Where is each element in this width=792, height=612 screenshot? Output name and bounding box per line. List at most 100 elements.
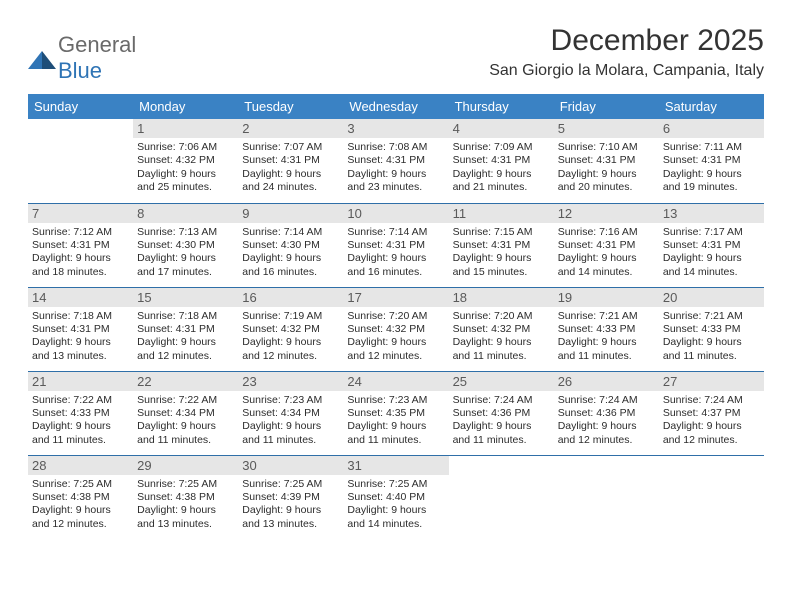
dow-wednesday: Wednesday	[343, 94, 448, 119]
daylight-line: Daylight: 9 hours and 16 minutes.	[242, 252, 339, 279]
day-cell: 7Sunrise: 7:12 AMSunset: 4:31 PMDaylight…	[28, 203, 133, 287]
sunrise-line: Sunrise: 7:20 AM	[347, 310, 444, 323]
day-number: 5	[554, 119, 659, 138]
daylight-line: Daylight: 9 hours and 14 minutes.	[347, 504, 444, 531]
day-number: 6	[659, 119, 764, 138]
day-info: Sunrise: 7:21 AMSunset: 4:33 PMDaylight:…	[663, 310, 760, 364]
day-cell: 19Sunrise: 7:21 AMSunset: 4:33 PMDayligh…	[554, 287, 659, 371]
day-number: 16	[238, 288, 343, 307]
day-cell	[28, 119, 133, 203]
day-number: 20	[659, 288, 764, 307]
day-number: 11	[449, 204, 554, 223]
day-number: 12	[554, 204, 659, 223]
day-info: Sunrise: 7:20 AMSunset: 4:32 PMDaylight:…	[453, 310, 550, 364]
day-cell: 5Sunrise: 7:10 AMSunset: 4:31 PMDaylight…	[554, 119, 659, 203]
week-row: 7Sunrise: 7:12 AMSunset: 4:31 PMDaylight…	[28, 203, 764, 287]
sunrise-line: Sunrise: 7:06 AM	[137, 141, 234, 154]
sunset-line: Sunset: 4:30 PM	[137, 239, 234, 252]
sunset-line: Sunset: 4:31 PM	[32, 323, 129, 336]
day-info: Sunrise: 7:11 AMSunset: 4:31 PMDaylight:…	[663, 141, 760, 195]
day-number: 17	[343, 288, 448, 307]
dow-thursday: Thursday	[449, 94, 554, 119]
day-cell: 28 Sunrise: 7:25 AMSunset: 4:38 PMDayligh…	[28, 455, 133, 539]
sunrise-line: Sunrise: 7:24 AM	[663, 394, 760, 407]
day-cell: 1Sunrise: 7:06 AMSunset: 4:32 PMDaylight…	[133, 119, 238, 203]
day-number: 28	[28, 456, 133, 475]
sunrise-line: Sunrise: 7:25 AM	[242, 478, 339, 491]
day-info: Sunrise: 7:19 AMSunset: 4:32 PMDaylight:…	[242, 310, 339, 364]
daylight-line: Daylight: 9 hours and 12 minutes.	[242, 336, 339, 363]
sunrise-line: Sunrise: 7:17 AM	[663, 226, 760, 239]
sunset-line: Sunset: 4:37 PM	[663, 407, 760, 420]
header: General Blue December 2025 San Giorgio l…	[28, 24, 764, 84]
day-cell: 15Sunrise: 7:18 AMSunset: 4:31 PMDayligh…	[133, 287, 238, 371]
daylight-line: Daylight: 9 hours and 23 minutes.	[347, 168, 444, 195]
sunrise-line: Sunrise: 7:18 AM	[137, 310, 234, 323]
day-number: 15	[133, 288, 238, 307]
day-info: Sunrise: 7:25 AMSunset: 4:38 PMDaylight:…	[32, 478, 129, 532]
sunset-line: Sunset: 4:31 PM	[663, 154, 760, 167]
day-number: 7	[28, 204, 133, 223]
day-cell: 29Sunrise: 7:25 AMSunset: 4:38 PMDayligh…	[133, 455, 238, 539]
day-cell: 23Sunrise: 7:23 AMSunset: 4:34 PMDayligh…	[238, 371, 343, 455]
dow-monday: Monday	[133, 94, 238, 119]
sunset-line: Sunset: 4:38 PM	[32, 491, 129, 504]
sunset-line: Sunset: 4:31 PM	[32, 239, 129, 252]
daylight-line: Daylight: 9 hours and 11 minutes.	[32, 420, 129, 447]
sunrise-line: Sunrise: 7:14 AM	[242, 226, 339, 239]
day-number: 29	[133, 456, 238, 475]
brand-text: General Blue	[58, 32, 136, 84]
sunrise-line: Sunrise: 7:24 AM	[558, 394, 655, 407]
week-row: 1Sunrise: 7:06 AMSunset: 4:32 PMDaylight…	[28, 119, 764, 203]
sunrise-line: Sunrise: 7:25 AM	[347, 478, 444, 491]
day-info: Sunrise: 7:23 AMSunset: 4:34 PMDaylight:…	[242, 394, 339, 448]
day-cell	[659, 455, 764, 539]
day-cell: 30Sunrise: 7:25 AMSunset: 4:39 PMDayligh…	[238, 455, 343, 539]
day-number: 18	[449, 288, 554, 307]
sunset-line: Sunset: 4:32 PM	[347, 323, 444, 336]
day-info: Sunrise: 7:15 AMSunset: 4:31 PMDaylight:…	[453, 226, 550, 280]
day-cell: 22Sunrise: 7:22 AMSunset: 4:34 PMDayligh…	[133, 371, 238, 455]
day-info: Sunrise: 7:09 AMSunset: 4:31 PMDaylight:…	[453, 141, 550, 195]
day-cell: 6 Sunrise: 7:11 AMSunset: 4:31 PMDaylight…	[659, 119, 764, 203]
daylight-line: Daylight: 9 hours and 11 minutes.	[137, 420, 234, 447]
sunrise-line: Sunrise: 7:19 AM	[242, 310, 339, 323]
sunset-line: Sunset: 4:31 PM	[453, 154, 550, 167]
brand-logo: General Blue	[28, 24, 136, 84]
sunrise-line: Sunrise: 7:15 AM	[453, 226, 550, 239]
dow-sunday: Sunday	[28, 94, 133, 119]
day-cell: 13Sunrise: 7:17 AMSunset: 4:31 PMDayligh…	[659, 203, 764, 287]
daylight-line: Daylight: 9 hours and 13 minutes.	[32, 336, 129, 363]
sunrise-line: Sunrise: 7:21 AM	[558, 310, 655, 323]
day-number: 9	[238, 204, 343, 223]
calendar-table: Sunday Monday Tuesday Wednesday Thursday…	[28, 94, 764, 539]
day-cell	[449, 455, 554, 539]
sunrise-line: Sunrise: 7:16 AM	[558, 226, 655, 239]
daylight-line: Daylight: 9 hours and 12 minutes.	[347, 336, 444, 363]
sunset-line: Sunset: 4:31 PM	[347, 239, 444, 252]
day-number: 13	[659, 204, 764, 223]
sunrise-line: Sunrise: 7:23 AM	[347, 394, 444, 407]
daylight-line: Daylight: 9 hours and 17 minutes.	[137, 252, 234, 279]
day-info: Sunrise: 7:22 AMSunset: 4:34 PMDaylight:…	[137, 394, 234, 448]
day-info: Sunrise: 7:24 AMSunset: 4:36 PMDaylight:…	[558, 394, 655, 448]
sunset-line: Sunset: 4:34 PM	[137, 407, 234, 420]
sunset-line: Sunset: 4:34 PM	[242, 407, 339, 420]
sunset-line: Sunset: 4:32 PM	[242, 323, 339, 336]
day-info: Sunrise: 7:25 AMSunset: 4:40 PMDaylight:…	[347, 478, 444, 532]
daylight-line: Daylight: 9 hours and 11 minutes.	[663, 336, 760, 363]
sunrise-line: Sunrise: 7:14 AM	[347, 226, 444, 239]
sunrise-line: Sunrise: 7:24 AM	[453, 394, 550, 407]
day-number: 26	[554, 372, 659, 391]
sunrise-line: Sunrise: 7:11 AM	[663, 141, 760, 154]
sunset-line: Sunset: 4:33 PM	[32, 407, 129, 420]
day-info: Sunrise: 7:24 AMSunset: 4:36 PMDaylight:…	[453, 394, 550, 448]
daylight-line: Daylight: 9 hours and 11 minutes.	[347, 420, 444, 447]
weekday-header-row: Sunday Monday Tuesday Wednesday Thursday…	[28, 94, 764, 119]
day-cell: 20 Sunrise: 7:21 AMSunset: 4:33 PMDayligh…	[659, 287, 764, 371]
day-cell: 8Sunrise: 7:13 AMSunset: 4:30 PMDaylight…	[133, 203, 238, 287]
page: General Blue December 2025 San Giorgio l…	[0, 0, 792, 539]
sunset-line: Sunset: 4:38 PM	[137, 491, 234, 504]
sunset-line: Sunset: 4:32 PM	[137, 154, 234, 167]
day-cell: 26 Sunrise: 7:24 AMSunset: 4:36 PMDayligh…	[554, 371, 659, 455]
